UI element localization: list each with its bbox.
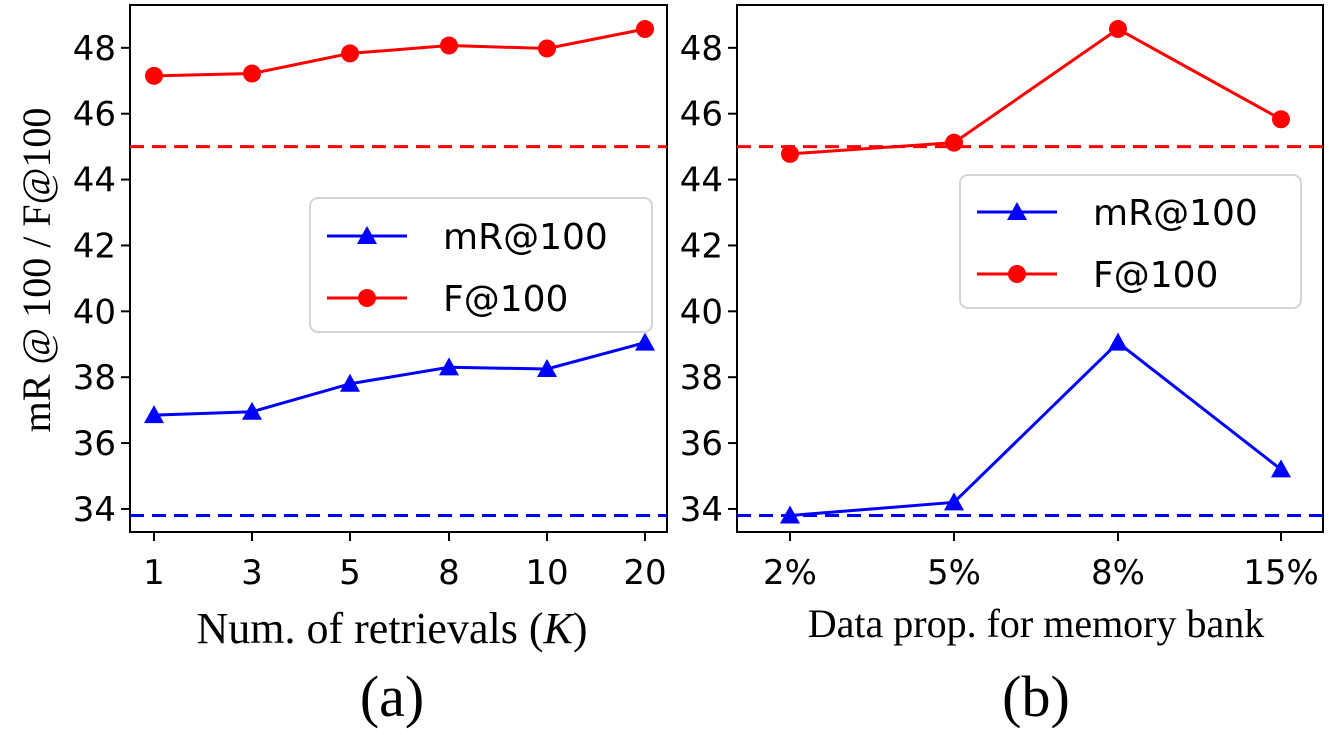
data-point-mR@100 — [242, 401, 262, 420]
x-axis-label-b: Data prop. for memory bank — [808, 601, 1265, 646]
y-tick-label: 48 — [680, 29, 723, 69]
y-tick-label: 46 — [680, 95, 723, 135]
legend-b: mR@100 F@100 — [959, 174, 1302, 309]
data-point-mR@100 — [1271, 459, 1291, 478]
data-point-F@100 — [145, 66, 163, 85]
series-line-mR@100 — [153, 341, 646, 417]
x-tick-label: 8% — [1091, 553, 1145, 593]
panel-label-a: (a) — [360, 664, 424, 729]
x-tick-label: 20 — [623, 553, 666, 593]
data-point-F@100 — [440, 36, 458, 55]
data-point-F@100 — [636, 20, 654, 39]
panel-label-b: (b) — [1002, 664, 1070, 729]
y-axis-label: mR @ 100 / F@100 — [14, 108, 59, 433]
legend-marker-f — [1008, 265, 1026, 283]
legend-label-f: F@100 — [1093, 255, 1218, 296]
x-tick-label: 8 — [438, 553, 460, 593]
plot-area-b — [736, 4, 1324, 533]
x-tick-label: 2% — [763, 553, 817, 593]
x-tick-label: 15% — [1243, 553, 1319, 593]
data-point-mR@100 — [780, 505, 800, 524]
y-tick-label: 40 — [73, 292, 116, 332]
x-tick-label: 5 — [339, 553, 361, 593]
data-point-F@100 — [341, 44, 359, 63]
y-tick-label: 36 — [680, 424, 723, 464]
series-line-mR@100 — [789, 340, 1282, 518]
data-point-mR@100 — [144, 405, 164, 424]
legend-marker-mr — [357, 226, 377, 244]
chart-panel-a: 34 36 38 40 42 44 46 48 1 3 5 8 10 20 mR@100 F@100 N… — [73, 4, 668, 729]
legend-label-mr: mR@100 — [443, 217, 608, 258]
y-tick-label: 44 — [73, 161, 116, 201]
y-tick-label: 34 — [73, 490, 116, 530]
data-point-F@100 — [945, 133, 963, 152]
y-tick-label: 42 — [73, 226, 116, 266]
y-tick-label: 34 — [680, 490, 723, 530]
legend-label-mr: mR@100 — [1093, 193, 1258, 234]
y-tick-label: 38 — [680, 358, 723, 398]
data-point-mR@100 — [635, 332, 655, 351]
y-tick-label: 36 — [73, 424, 116, 464]
data-point-F@100 — [781, 144, 799, 163]
y-tick-label: 46 — [73, 95, 116, 135]
x-axis-label-a: Num. of retrievals (K) — [196, 604, 587, 653]
x-tick-label: 1 — [143, 553, 165, 593]
y-tick-label: 42 — [680, 226, 723, 266]
data-point-F@100 — [538, 39, 556, 58]
legend-label-f: F@100 — [443, 279, 568, 320]
data-point-F@100 — [1272, 110, 1290, 129]
data-point-mR@100 — [340, 373, 360, 392]
legend-marker-mr — [1007, 202, 1027, 220]
y-tick-label: 48 — [73, 29, 116, 69]
y-tick-label: 44 — [680, 161, 723, 201]
data-point-mR@100 — [1108, 332, 1128, 351]
data-point-mR@100 — [439, 357, 459, 376]
y-tick-label: 38 — [73, 358, 116, 398]
legend-marker-f — [358, 289, 376, 307]
plot-area-a — [129, 4, 668, 533]
data-point-F@100 — [1109, 20, 1127, 39]
data-point-mR@100 — [944, 492, 964, 511]
legend-a: mR@100 F@100 — [309, 197, 653, 333]
x-tick-label: 3 — [241, 553, 263, 593]
x-tick-label: 10 — [525, 553, 568, 593]
series-line-F@100 — [153, 27, 646, 78]
data-point-F@100 — [243, 64, 261, 83]
data-point-mR@100 — [537, 358, 557, 377]
series-line-F@100 — [789, 27, 1282, 156]
y-tick-label: 40 — [680, 292, 723, 332]
x-tick-label: 5% — [927, 553, 981, 593]
